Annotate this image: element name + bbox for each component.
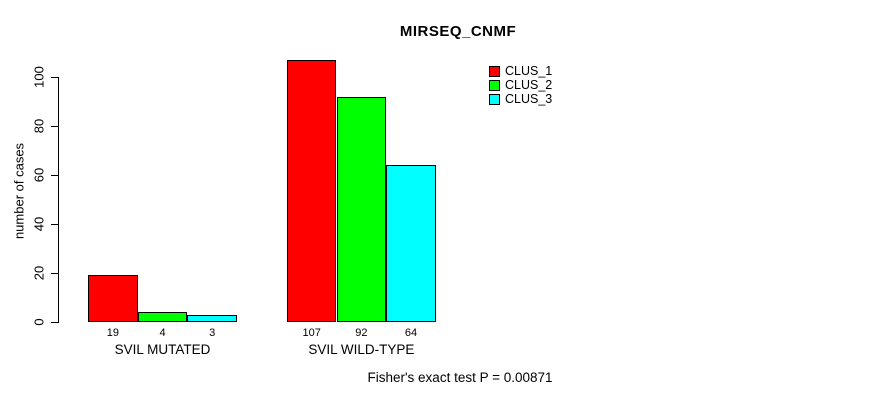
y-tick-label: 80: [31, 118, 47, 134]
bar-value-label: 92: [355, 327, 368, 339]
y-tick-mark: [51, 77, 58, 78]
bar-value-label: 107: [302, 327, 321, 339]
fisher-test-annotation: Fisher's exact test P = 0.00871: [367, 370, 553, 385]
y-tick-mark: [51, 273, 58, 274]
y-tick-label: 0: [31, 318, 47, 326]
legend-item-clus_3: CLUS_3: [489, 92, 552, 106]
y-axis-line: [58, 77, 59, 323]
bar-value-label: 64: [404, 327, 418, 339]
legend-swatch-icon: [489, 93, 500, 105]
legend-swatch-icon: [489, 79, 500, 91]
bar-clus_2-2: [336, 96, 387, 322]
legend: CLUS_1 CLUS_2 CLUS_3: [489, 64, 552, 106]
legend-label: CLUS_3: [505, 92, 553, 106]
bar-clus_3-1: [187, 314, 238, 322]
bar-clus_1-2: [286, 59, 337, 322]
x-category-label: SVIL WILD-TYPE: [308, 342, 415, 357]
y-tick-label: 100: [31, 66, 47, 88]
x-category-label: SVIL MUTATED: [114, 342, 211, 357]
bar-clus_1-1: [88, 275, 138, 322]
bar-value-label: 4: [159, 327, 166, 339]
bar-clus_3-2: [386, 165, 436, 322]
y-tick-mark: [51, 126, 58, 127]
y-tick-label: 20: [31, 265, 47, 281]
y-tick-mark: [51, 175, 58, 176]
legend-label: CLUS_1: [505, 64, 553, 78]
legend-swatch-icon: [489, 65, 500, 77]
y-tick-label: 60: [31, 167, 47, 183]
y-axis-title: number of cases: [11, 142, 27, 240]
legend-item-clus_1: CLUS_1: [489, 64, 552, 78]
bar-value-label: 19: [106, 327, 119, 339]
y-tick-label: 40: [31, 216, 47, 232]
y-tick-mark: [51, 224, 58, 225]
chart-title: MIRSEQ_CNMF: [399, 23, 517, 40]
y-tick-mark: [51, 322, 58, 323]
bar-value-label: 3: [209, 327, 216, 339]
bar-clus_2-1: [137, 312, 188, 322]
legend-item-clus_2: CLUS_2: [489, 78, 552, 92]
legend-label: CLUS_2: [505, 78, 553, 92]
